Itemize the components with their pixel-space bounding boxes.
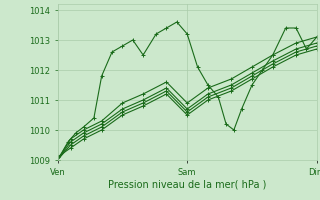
X-axis label: Pression niveau de la mer( hPa ): Pression niveau de la mer( hPa ) [108, 179, 266, 189]
